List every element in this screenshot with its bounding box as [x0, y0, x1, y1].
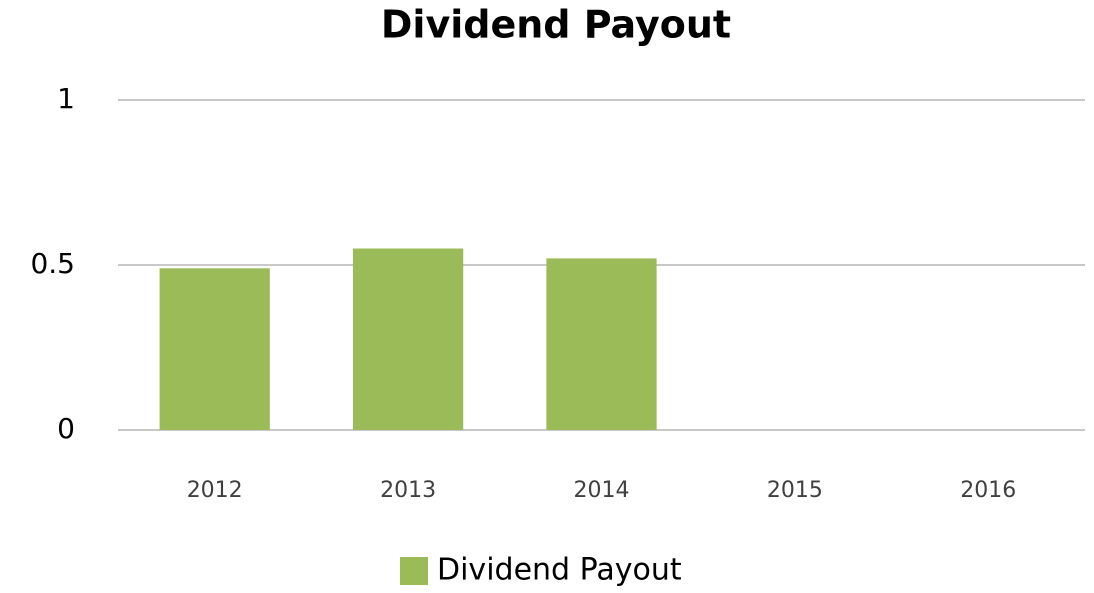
bar [159, 268, 270, 430]
bar [352, 248, 464, 430]
legend-swatch [400, 557, 428, 585]
y-tick-label: 1 [57, 82, 75, 115]
x-tick-label: 2016 [960, 478, 1016, 503]
y-tick-label: 0 [57, 412, 75, 445]
x-tick-label: 2015 [767, 478, 823, 503]
x-tick-label: 2012 [187, 478, 243, 503]
x-tick-label: 2014 [574, 478, 630, 503]
chart-title: Dividend Payout [381, 3, 731, 47]
y-tick-label: 0.5 [30, 247, 75, 280]
x-tick-label: 2013 [380, 478, 436, 503]
bar [546, 258, 657, 430]
legend-label: Dividend Payout [437, 553, 682, 588]
